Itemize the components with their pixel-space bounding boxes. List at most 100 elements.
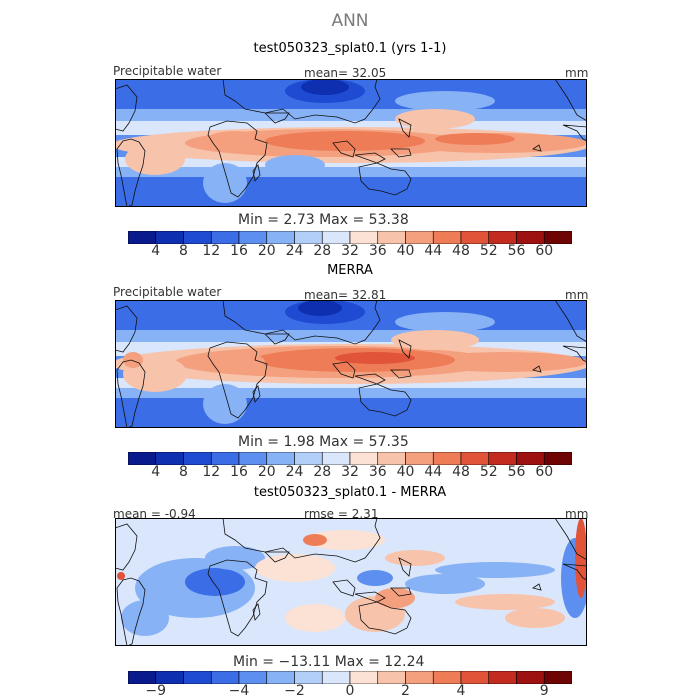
panel1-title: test050323_splat0.1 (yrs 1-1) — [253, 41, 447, 56]
panel2-colorbar-ticks: 4 8 12 16 20 24 28 32 36 40 44 48 52 56 60 — [128, 465, 572, 481]
coastline — [358, 162, 412, 196]
colorbar-tick-label: 28 — [313, 243, 332, 259]
panel2-mean-label: mean= 32.81 — [304, 288, 387, 302]
panel1-field — [115, 79, 587, 207]
coastline — [398, 118, 412, 138]
field-patch — [205, 352, 265, 372]
panel3-title: test050323_splat0.1 - MERRA — [253, 485, 447, 500]
colorbar-tick-label: 36 — [368, 243, 387, 259]
coastline — [222, 79, 381, 124]
coastline — [222, 518, 381, 563]
colorbar-tick-label: 24 — [285, 464, 304, 480]
coastline — [207, 120, 268, 198]
field-patch — [385, 550, 445, 566]
figure-title: ANN — [331, 11, 369, 31]
panel2-units-label: mm — [565, 288, 589, 302]
colorbar-3 — [127, 670, 573, 685]
colorbar-tick-label: −9 — [145, 683, 167, 699]
coastline — [554, 518, 587, 561]
panel3-minmax: Min = −13.11 Max = 12.24 — [233, 654, 425, 670]
colorbar-tick-label: 60 — [535, 464, 554, 480]
field-patch — [125, 143, 185, 175]
coastline — [264, 551, 290, 563]
panel1-colorbar — [127, 229, 573, 245]
coastline — [207, 559, 268, 637]
colorbar-tick-label: 56 — [507, 464, 526, 480]
field-patch — [455, 594, 555, 610]
colorbar-tick-label: 8 — [179, 243, 188, 259]
coastline — [390, 148, 412, 158]
coastline — [390, 587, 412, 597]
field-patch — [435, 133, 515, 145]
field-patch — [255, 554, 335, 582]
coastline — [115, 84, 138, 132]
colorbar-tick-label: 32 — [341, 243, 359, 259]
coastline — [532, 583, 542, 591]
colorbar-1 — [127, 230, 573, 245]
field-patch — [395, 91, 495, 111]
colorbar-tick-label: 56 — [507, 243, 526, 259]
field-patch — [575, 518, 587, 598]
panel3-colorbar — [127, 669, 573, 685]
colorbar-tick-label: 12 — [202, 243, 221, 259]
colorbar-tick-label: 52 — [479, 464, 498, 480]
coastline — [332, 579, 356, 597]
colorbar-tick-label: 8 — [179, 464, 188, 480]
field-patch — [357, 570, 393, 586]
colorbar-tick-label: 16 — [230, 464, 248, 480]
panel2-map — [115, 300, 587, 428]
field-patch — [185, 568, 245, 596]
coastline — [115, 523, 138, 571]
colorbar-tick-label: 36 — [368, 464, 387, 480]
panel1-left-label: Precipitable water — [113, 64, 222, 78]
colorbar-tick-label: 44 — [424, 243, 443, 259]
field-patch — [117, 572, 125, 580]
field-patch — [115, 396, 587, 428]
colorbar-tick-label: 16 — [230, 243, 248, 259]
colorbar-tick-label: 0 — [345, 683, 355, 699]
colorbar-tick-label: 9 — [539, 683, 549, 699]
field-patch — [405, 574, 485, 594]
colorbar-tick-label: 32 — [341, 464, 359, 480]
panel3-colorbar-ticks: −9 −4 −2 0 2 4 9 — [128, 684, 572, 700]
coastline — [532, 144, 542, 152]
coastline — [252, 164, 261, 182]
colorbar-tick-label: −4 — [228, 683, 250, 699]
coastline — [116, 577, 146, 646]
colorbar-tick-label: 48 — [452, 243, 470, 259]
field-patch — [505, 608, 565, 628]
field-patch — [265, 155, 325, 175]
panel2-left-label: Precipitable water — [113, 285, 222, 299]
panel1-map — [115, 79, 587, 207]
field-patch — [203, 384, 247, 424]
colorbar-tick-label: 44 — [424, 464, 443, 480]
coastline — [252, 385, 261, 403]
field-patch — [395, 312, 495, 332]
coastline — [398, 557, 412, 577]
panel3-units-label: mm — [565, 507, 589, 521]
coastline — [207, 341, 268, 419]
colorbar-tick-label: 2 — [401, 683, 410, 699]
field-patch — [285, 604, 345, 632]
coastline — [358, 601, 412, 635]
colorbar-box — [488, 670, 517, 685]
coastline — [532, 365, 542, 373]
colorbar-2 — [127, 451, 573, 466]
panel2-field — [115, 300, 587, 428]
field-patch — [298, 300, 342, 316]
coastline — [554, 300, 587, 343]
coastline — [390, 369, 412, 379]
field-patch — [301, 79, 349, 95]
coastline — [264, 112, 290, 124]
panel2-title: MERRA — [327, 263, 373, 278]
panel3-rmse-label: rmse = 2.31 — [304, 507, 379, 521]
field-patch — [115, 175, 587, 207]
panel2-colorbar — [127, 450, 573, 466]
panel3-mean-label: mean = -0.94 — [113, 507, 196, 521]
coastline — [264, 333, 290, 345]
coastline — [562, 345, 587, 363]
colorbar-tick-label: 20 — [257, 464, 276, 480]
colorbar-tick-label: 4 — [151, 464, 161, 480]
coastline — [222, 300, 381, 345]
